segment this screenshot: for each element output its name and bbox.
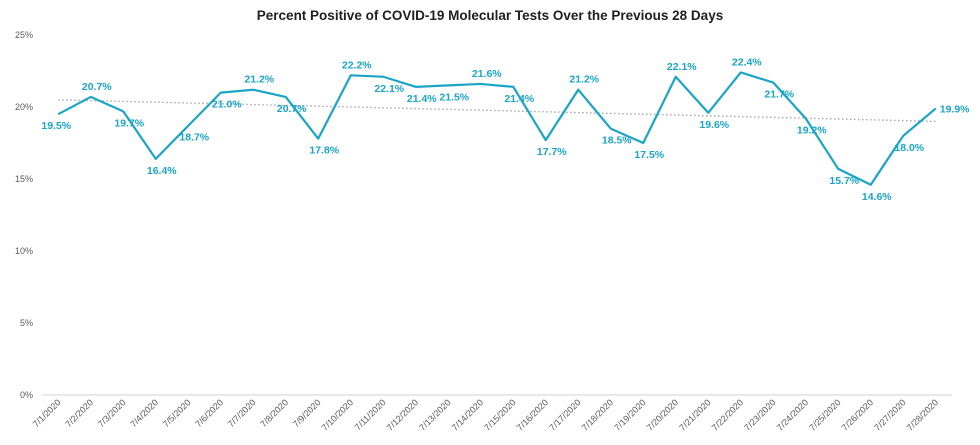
data-label: 17.7% (537, 146, 567, 158)
x-tick-label: 7/11/2020 (353, 397, 388, 432)
y-axis-ticks: 0% 5% 10% 15% 20% 25% (15, 30, 33, 400)
data-label: 17.5% (634, 149, 664, 161)
data-label: 19.7% (114, 117, 144, 129)
x-tick-label: 7/18/2020 (580, 397, 615, 432)
x-tick-label: 7/10/2020 (320, 397, 355, 432)
x-tick-label: 7/26/2020 (840, 397, 875, 432)
x-tick-label: 7/7/2020 (226, 397, 258, 429)
data-label: 14.6% (862, 191, 892, 203)
data-label: 22.1% (667, 61, 697, 73)
data-label: 17.8% (309, 145, 339, 157)
x-tick-label: 7/28/2020 (905, 397, 940, 432)
x-tick-label: 7/27/2020 (872, 397, 907, 432)
x-tick-label: 7/25/2020 (807, 397, 842, 432)
data-label: 19.9% (940, 103, 970, 115)
x-tick-label: 7/8/2020 (258, 397, 290, 429)
data-label: 21.0% (212, 99, 242, 111)
data-label: 22.1% (374, 83, 404, 95)
x-tick-label: 7/22/2020 (710, 397, 745, 432)
data-label: 21.2% (244, 74, 274, 86)
y-tick-label: 0% (20, 390, 33, 400)
x-tick-label: 7/12/2020 (385, 397, 420, 432)
x-tick-label: 7/17/2020 (547, 397, 582, 432)
x-tick-label: 7/19/2020 (612, 397, 647, 432)
data-label: 21.4% (407, 93, 437, 105)
x-tick-label: 7/13/2020 (417, 397, 452, 432)
data-label: 21.7% (764, 89, 794, 101)
data-label: 21.6% (472, 68, 502, 80)
data-label: 19.5% (41, 120, 71, 132)
data-label: 20.7% (277, 103, 307, 115)
data-label: 21.4% (504, 93, 534, 105)
y-tick-label: 20% (15, 102, 33, 112)
x-tick-label: 7/16/2020 (515, 397, 550, 432)
data-label: 19.6% (699, 119, 729, 131)
data-labels: 19.5% 20.7% 19.7% 16.4% 18.7% 21.0% 21.2% 20.7%… (41, 56, 970, 202)
y-tick-label: 15% (15, 174, 33, 184)
y-tick-label: 25% (15, 30, 33, 40)
y-tick-label: 5% (20, 318, 33, 328)
x-tick-label: 7/4/2020 (128, 397, 160, 429)
x-tick-label: 7/23/2020 (742, 397, 777, 432)
x-tick-label: 7/9/2020 (291, 397, 323, 429)
data-label: 15.7% (829, 175, 859, 187)
data-label: 20.7% (82, 81, 112, 93)
x-tick-label: 7/3/2020 (96, 397, 128, 429)
data-label: 18.7% (179, 132, 209, 144)
data-label: 19.2% (797, 125, 827, 137)
data-label: 18.0% (894, 142, 924, 154)
x-tick-label: 7/24/2020 (775, 397, 810, 432)
y-tick-label: 10% (15, 246, 33, 256)
x-tick-label: 7/21/2020 (677, 397, 712, 432)
data-label: 21.2% (569, 74, 599, 86)
chart-title: Percent Positive of COVID-19 Molecular T… (256, 8, 724, 23)
data-label: 21.5% (439, 91, 469, 103)
data-label: 18.5% (602, 135, 632, 147)
series-line-percent-positive (57, 71, 937, 186)
x-tick-label: 7/2/2020 (63, 397, 95, 429)
x-axis-ticks: 7/1/2020 7/2/2020 7/3/2020 7/4/2020 7/5/2020… (31, 397, 940, 432)
x-tick-label: 7/15/2020 (482, 397, 517, 432)
x-tick-label: 7/5/2020 (161, 397, 193, 429)
data-label: 16.4% (147, 165, 177, 177)
x-tick-label: 7/20/2020 (645, 397, 680, 432)
x-tick-label: 7/6/2020 (193, 397, 225, 429)
data-label: 22.4% (732, 56, 762, 68)
data-label: 22.2% (342, 59, 372, 71)
x-tick-label: 7/1/2020 (31, 397, 63, 429)
x-tick-label: 7/14/2020 (450, 397, 485, 432)
